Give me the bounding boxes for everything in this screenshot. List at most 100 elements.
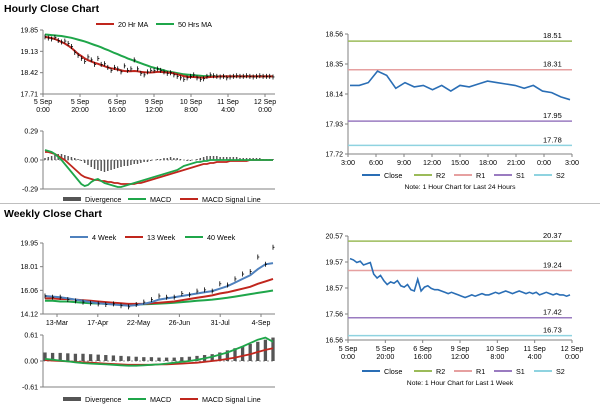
divergence-bar [58, 352, 62, 361]
macd-line [44, 149, 273, 188]
divergence-bar [110, 160, 112, 170]
legend-13-week-label: 13 Week [147, 233, 176, 242]
divergence-bar [157, 357, 161, 361]
divergence-bar [43, 352, 47, 361]
divergence-bar [176, 158, 178, 160]
divergence-bar [130, 160, 132, 165]
divergence-bar [64, 155, 66, 160]
x-tick-label-time: 20:00 [376, 352, 394, 361]
x-tick-label-time: 0:00 [36, 107, 50, 114]
legend-40-week-label: 40 Week [207, 233, 236, 242]
legend-macd-signal-label: MACD Signal Line [202, 395, 261, 404]
divergence-bar [73, 353, 78, 361]
divergence-bar [195, 355, 199, 361]
legend-macd-signal-label: MACD Signal Line [202, 195, 261, 204]
x-tick-label-date: 6 Sep [108, 99, 126, 106]
x-tick-label-time: 0:00 [565, 352, 579, 361]
legend-close-label: Close [384, 367, 402, 376]
divergence-bar [156, 159, 159, 160]
divergence-bar [163, 158, 165, 160]
section-divider [0, 203, 600, 204]
divergence-bar [44, 158, 46, 160]
x-tick-label-date: 5 Sep [71, 99, 89, 106]
weekly-macd-chart: 0.61 0.00 -0.61 Divergence MACD MACD Signal L… [22, 333, 275, 404]
x-tick-label-date: 6 Sep [413, 344, 432, 353]
divergence-bar [229, 157, 231, 160]
x-tick-label-time: 20:00 [71, 107, 89, 114]
x-tick-label: 3:00 [341, 158, 355, 167]
y-tick-label: 19.13 [20, 49, 38, 56]
level-s1-label: 17.42 [543, 308, 562, 317]
divergence-bar [104, 355, 108, 361]
legend-s1-label: S1 [516, 171, 525, 180]
x-tick-label: 0:00 [537, 158, 551, 167]
y-tick-label: 0.00 [24, 359, 38, 366]
divergence-bar [116, 160, 119, 168]
x-tick-label-date: 9 Sep [451, 344, 470, 353]
divergence-bar [248, 343, 252, 361]
x-tick-label-date: 5 Sep [376, 344, 395, 353]
divergence-bar [249, 158, 251, 160]
level-s1-label: 17.95 [543, 111, 562, 120]
divergence-bar [88, 354, 93, 361]
x-tick-label-time: 12:00 [451, 352, 469, 361]
divergence-bar [196, 159, 198, 160]
y-tick-label: 17.72 [325, 152, 343, 159]
x-tick-label: 12:00 [423, 158, 441, 167]
legend-divergence-label: Divergence [85, 395, 121, 404]
divergence-bar [47, 157, 50, 160]
y-tick-label: -0.29 [22, 187, 38, 194]
divergence-bar [100, 160, 102, 171]
divergence-bar [240, 346, 245, 361]
divergence-bar [212, 156, 215, 160]
divergence-bar [81, 353, 85, 361]
divergence-bar [226, 157, 228, 160]
divergence-bar [111, 355, 116, 361]
legend-s2-label: S2 [556, 367, 565, 376]
divergence-bar [219, 157, 221, 160]
divergence-bar [209, 156, 211, 160]
level-r2-label: 20.37 [543, 231, 562, 240]
week4-line [44, 262, 274, 307]
divergence-bar [179, 159, 182, 160]
ma20-line [44, 35, 273, 79]
divergence-bar [80, 160, 83, 161]
divergence-bar [120, 160, 122, 167]
legend-s1-label: S1 [516, 367, 525, 376]
divergence-bar [245, 158, 248, 160]
divergence-bar [199, 158, 202, 160]
x-tick-label-date: 12 Sep [561, 344, 584, 353]
legend-20hr-ma-label: 20 Hr MA [118, 20, 149, 29]
x-tick-label-date: 9 Sep [145, 99, 163, 106]
divergence-bar [126, 356, 131, 361]
divergence-bar [136, 160, 139, 164]
x-tick-label-date: 5 Sep [339, 344, 358, 353]
level-r1-label: 19.24 [543, 260, 562, 269]
divergence-bar [54, 155, 56, 160]
x-tick-label: 31-Jul [211, 320, 231, 327]
divergence-bar [146, 160, 149, 162]
divergence-bar [235, 157, 238, 160]
level-r1-label: 18.31 [543, 60, 562, 69]
divergence-bar [159, 159, 162, 160]
divergence-bar [74, 158, 76, 160]
divergence-bar [233, 348, 237, 361]
divergence-bar [90, 160, 92, 167]
legend-r2-label: R2 [436, 171, 445, 180]
hourly-macd-chart: 0.29 0.00 -0.29 Divergence MACD MACD Signal L… [22, 129, 275, 204]
y-tick-label: 0.00 [24, 158, 38, 165]
level-s2-label: 17.78 [543, 135, 562, 144]
x-tick-label-time: 16:00 [108, 107, 126, 114]
y-tick-label: 17.56 [325, 312, 343, 319]
legend-r1-label: R1 [476, 367, 485, 376]
x-tick-label: 13-Mar [46, 320, 69, 327]
hourly-price-chart: 19.85 19.13 18.42 17.71 20 Hr MA 50 Hrs MA 5 S… [20, 20, 276, 114]
y-tick-label: 18.35 [325, 62, 343, 69]
divergence-bar [225, 350, 230, 361]
y-tick-label: 18.14 [325, 92, 343, 99]
divergence-bar [252, 158, 254, 160]
x-tick-label-time: 16:00 [414, 352, 432, 361]
divergence-bar [222, 157, 225, 160]
divergence-bar [87, 160, 89, 165]
divergence-bar [239, 158, 241, 160]
